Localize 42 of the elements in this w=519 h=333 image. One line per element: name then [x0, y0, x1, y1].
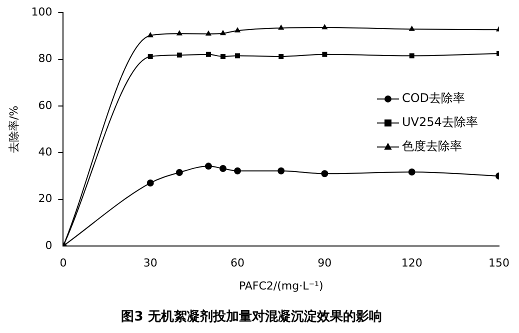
point	[176, 30, 182, 36]
point	[176, 52, 182, 58]
point	[219, 165, 226, 172]
y-tick-label: 100	[31, 5, 52, 18]
legend-label: UV254去除率	[402, 115, 478, 130]
y-tick-label: 60	[38, 98, 52, 112]
point	[205, 30, 212, 36]
y-tick-label: 80	[38, 52, 52, 66]
y-tick-label: 20	[38, 192, 52, 206]
point	[278, 24, 284, 30]
point	[234, 167, 242, 174]
point	[220, 30, 226, 36]
point	[278, 54, 284, 59]
point	[220, 54, 226, 59]
legend-label: COD去除率	[402, 91, 466, 106]
x-tick-label: 0	[60, 256, 67, 270]
x-tick-label: 60	[230, 256, 245, 270]
x-axis-title: PAFC2/(mg·L⁻¹)	[238, 280, 324, 293]
point	[409, 53, 414, 58]
y-axis-title: 去除率/%	[7, 106, 20, 153]
x-tick-label: 30	[143, 256, 158, 270]
point	[148, 54, 153, 59]
point	[176, 168, 183, 176]
point	[235, 53, 240, 58]
point	[322, 52, 328, 57]
point	[147, 32, 154, 38]
text: 图3 无机絮凝剂投加量对混凝沉淀效果的影响	[121, 308, 382, 325]
y-tick-label: 0	[45, 238, 52, 252]
point	[204, 162, 212, 170]
x-tick-label: 120	[401, 256, 422, 270]
point	[408, 26, 415, 31]
point	[278, 167, 285, 174]
point	[234, 27, 241, 32]
legend-label: 色度去除率	[402, 139, 462, 154]
point	[146, 179, 154, 186]
y-tick-label: 40	[38, 146, 52, 158]
point	[206, 52, 211, 57]
x-tick-label: 90	[318, 256, 332, 270]
point	[408, 168, 416, 176]
point	[322, 24, 328, 30]
point	[321, 170, 328, 178]
x-tick-label: 150	[488, 256, 510, 270]
